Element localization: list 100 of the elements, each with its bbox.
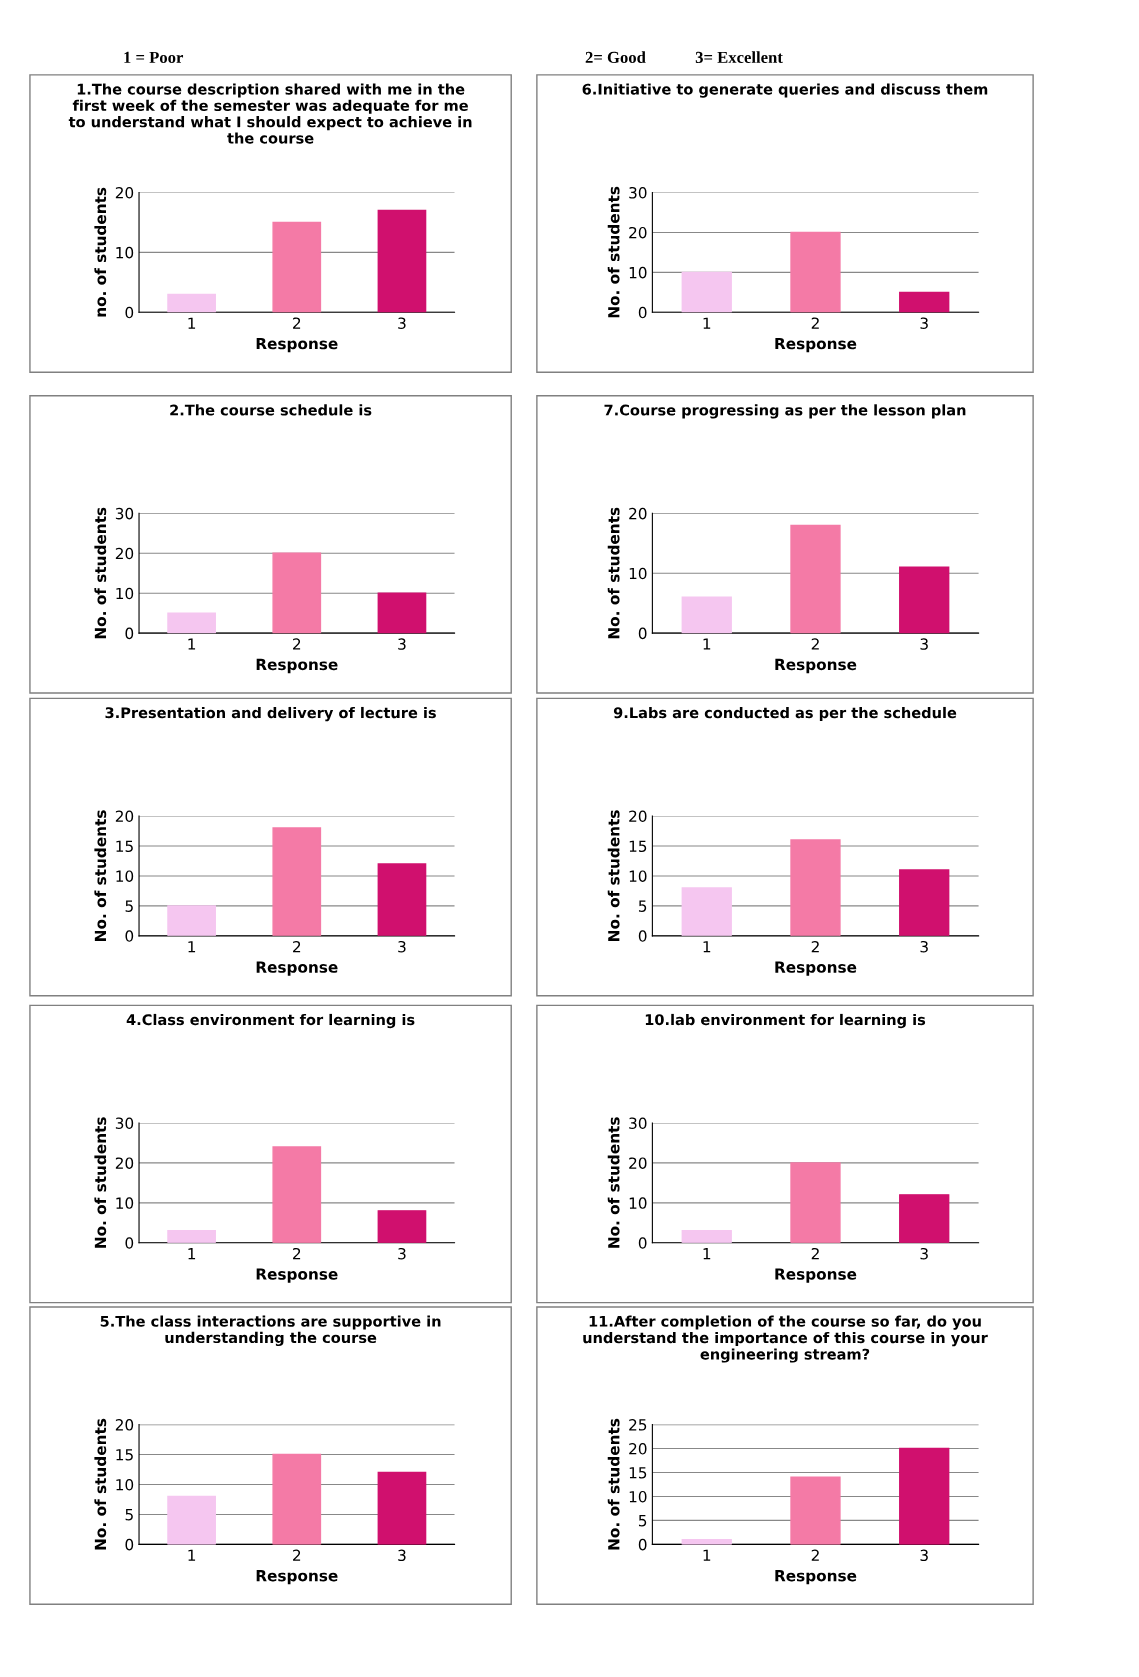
y-tick-label: 10 [116, 246, 134, 259]
y-tick-label: 0 [125, 930, 134, 942]
chart-title: 9.Labs are conducted as per the schedule [613, 706, 957, 722]
y-axis-title: No. of students [94, 507, 107, 639]
x-tick-label: 2 [293, 940, 301, 953]
x-axis-title: Response [256, 337, 338, 353]
x-tick-label: 3 [920, 638, 928, 650]
chart-title: 1.The course description shared with me in the first week of the semester was adequate for me to understand what I should expect to achieve in the course [68, 83, 472, 144]
y-tick-label: 15 [629, 840, 647, 853]
x-tick-label: 3 [398, 940, 406, 953]
y-tick-label: 25 [629, 1419, 647, 1431]
x-tick-label: 1 [188, 1549, 196, 1561]
x-tick-label: 1 [188, 638, 196, 650]
bar [899, 291, 950, 313]
y-axis-title: No. of students [607, 186, 620, 318]
x-tick-label: 2 [293, 638, 301, 650]
bar [272, 552, 322, 634]
bar [167, 293, 216, 313]
y-tick-label: 10 [116, 870, 134, 882]
y-tick-label: 20 [115, 1419, 134, 1431]
y-tick-label: 0 [125, 1538, 134, 1551]
y-tick-label: 20 [115, 547, 134, 560]
bar [167, 612, 216, 634]
chart-title: 2.The course schedule is [170, 404, 372, 416]
y-tick-label: 0 [638, 306, 647, 319]
y-tick-label: 20 [629, 810, 647, 823]
bar [790, 1162, 841, 1243]
y-tick-label: 5 [638, 1515, 647, 1527]
bar [167, 1230, 216, 1243]
y-tick-label: 0 [638, 1237, 647, 1249]
bar [681, 1230, 732, 1243]
y-tick-label: 15 [116, 1449, 133, 1461]
y-tick-label: 10 [116, 1478, 134, 1491]
y-axis-title: no. of students [94, 187, 107, 317]
y-tick-label: 5 [125, 1509, 133, 1521]
y-tick-label: 5 [125, 900, 133, 912]
chart-title: 4.Class environment for learning is [126, 1013, 415, 1029]
y-tick-label: 10 [629, 1197, 647, 1209]
x-tick-label: 3 [920, 317, 928, 329]
y-tick-label: 0 [638, 930, 647, 942]
chart-title: 3.Presentation and delivery of lecture is [105, 706, 436, 722]
bar [790, 1476, 841, 1545]
bar [681, 271, 732, 313]
bar [899, 1194, 950, 1243]
y-tick-label: 20 [115, 810, 134, 823]
x-axis-title: Response [256, 658, 338, 674]
bar [899, 1447, 950, 1545]
bar [899, 566, 950, 634]
bar [167, 905, 216, 936]
y-tick-label: 20 [629, 1157, 647, 1169]
y-tick-label: 10 [629, 870, 647, 882]
text: 3= Excellent [695, 51, 783, 63]
x-tick-label: 1 [703, 638, 711, 650]
y-tick-label: 0 [125, 627, 134, 640]
bar [790, 524, 841, 634]
y-tick-label: 10 [629, 1490, 647, 1503]
x-tick-label: 2 [811, 317, 819, 329]
y-tick-label: 15 [629, 1467, 647, 1479]
bar [272, 221, 322, 313]
chart-title: 7.Course progressing as per the lesson plan [604, 404, 966, 419]
x-tick-label: 1 [703, 317, 711, 329]
x-tick-label: 2 [811, 940, 819, 953]
y-tick-label: 10 [116, 587, 134, 600]
bar [377, 592, 427, 634]
y-axis-title: No. of students [94, 1117, 107, 1248]
chart-title: 11.After completion of the course so far, do you understand the importance of this course in your engineering stream? [583, 1315, 988, 1363]
x-tick-label: 2 [293, 1549, 301, 1561]
bar [377, 1471, 427, 1545]
x-tick-label: 3 [920, 940, 928, 953]
y-axis-title: No. of students [607, 1418, 620, 1550]
chart-title: 6.Initiative to generate queries and discuss them [582, 83, 988, 98]
y-tick-label: 0 [638, 627, 647, 640]
x-tick-label: 2 [293, 317, 301, 329]
text: 1 = Poor [124, 51, 184, 63]
y-tick-label: 20 [629, 1443, 647, 1455]
x-tick-label: 3 [398, 1549, 406, 1562]
y-tick-label: 0 [125, 306, 134, 319]
y-tick-label: 30 [629, 1117, 647, 1130]
y-axis-title: No. of students [607, 810, 620, 941]
bar [377, 1210, 427, 1243]
y-axis-title: No. of students [607, 507, 620, 639]
x-tick-label: 2 [811, 1549, 819, 1561]
bar [681, 887, 732, 936]
x-tick-label: 1 [703, 1248, 711, 1260]
y-tick-label: 20 [115, 186, 134, 199]
x-tick-label: 1 [703, 1549, 711, 1561]
x-axis-title: Response [775, 1570, 857, 1585]
x-tick-label: 1 [703, 941, 711, 953]
y-tick-label: 20 [629, 226, 647, 239]
x-tick-label: 2 [811, 1247, 819, 1260]
x-tick-label: 2 [811, 638, 819, 650]
y-tick-label: 30 [629, 186, 647, 199]
bar [790, 231, 841, 313]
bar [272, 827, 322, 936]
y-tick-label: 10 [629, 567, 647, 580]
y-axis-title: No. of students [94, 810, 107, 941]
bar [681, 1538, 732, 1545]
x-tick-label: 1 [188, 317, 196, 329]
x-tick-label: 1 [188, 1248, 196, 1260]
y-tick-label: 20 [629, 507, 647, 520]
